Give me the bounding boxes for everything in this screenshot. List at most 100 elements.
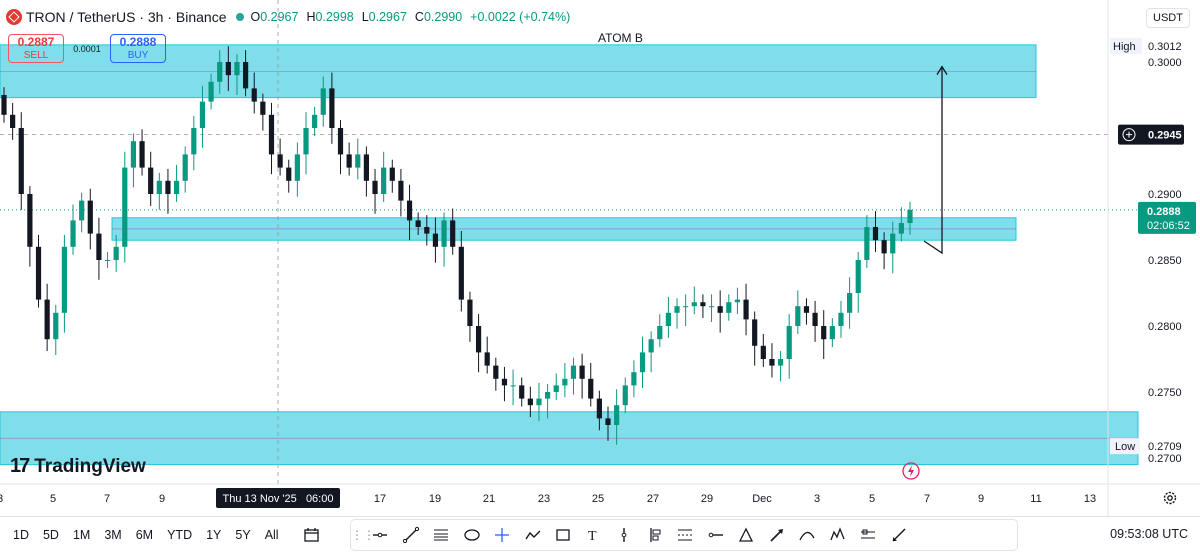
candle[interactable] bbox=[441, 212, 447, 267]
candle[interactable] bbox=[122, 151, 128, 263]
candle[interactable] bbox=[312, 106, 318, 136]
price-axis[interactable]: 0.3000 0.2900 0.2850 0.2800 0.2750 0.2700 High… bbox=[1107, 0, 1196, 516]
candle[interactable] bbox=[234, 54, 240, 95]
candle[interactable] bbox=[165, 168, 171, 214]
triangle-tool[interactable] bbox=[731, 521, 762, 549]
candle[interactable] bbox=[199, 85, 206, 148]
candle[interactable] bbox=[79, 192, 85, 233]
candle[interactable] bbox=[657, 314, 663, 348]
long-position-tool[interactable] bbox=[640, 521, 671, 549]
horizontal-line-tool[interactable] bbox=[365, 521, 396, 549]
candle[interactable] bbox=[467, 291, 473, 342]
crosshair-price-box[interactable] bbox=[1118, 124, 1184, 145]
candle[interactable] bbox=[527, 386, 533, 418]
candle[interactable] bbox=[381, 151, 387, 202]
candle[interactable] bbox=[329, 72, 335, 144]
candle[interactable] bbox=[1, 87, 7, 123]
range-1m[interactable]: 1M bbox=[72, 528, 91, 542]
range-ytd[interactable]: YTD bbox=[167, 528, 193, 542]
candle[interactable] bbox=[821, 310, 827, 359]
candle[interactable] bbox=[355, 138, 361, 180]
candle[interactable] bbox=[536, 382, 542, 422]
candle[interactable] bbox=[286, 159, 292, 193]
curve-tool[interactable] bbox=[792, 521, 823, 549]
sell-button[interactable]: 0.2887 SELL bbox=[8, 34, 64, 63]
candle[interactable] bbox=[881, 232, 887, 270]
add-alert-plus-icon[interactable] bbox=[1122, 128, 1136, 142]
trend-line-tool[interactable] bbox=[396, 521, 427, 549]
candle[interactable] bbox=[432, 217, 439, 263]
range-1y[interactable]: 1Y bbox=[206, 528, 222, 542]
candle[interactable] bbox=[510, 369, 516, 406]
candle[interactable] bbox=[346, 142, 352, 176]
candle[interactable] bbox=[545, 384, 551, 419]
candle[interactable] bbox=[320, 76, 326, 127]
text-tool[interactable]: T bbox=[579, 521, 610, 549]
candle[interactable] bbox=[700, 294, 706, 319]
candle[interactable] bbox=[726, 294, 732, 321]
candle[interactable] bbox=[208, 73, 214, 110]
candle[interactable] bbox=[898, 207, 904, 242]
candle[interactable] bbox=[579, 353, 585, 399]
candle[interactable] bbox=[786, 314, 792, 379]
brush-tool[interactable] bbox=[884, 521, 915, 549]
candle[interactable] bbox=[217, 50, 223, 94]
candle[interactable] bbox=[251, 72, 257, 114]
candle[interactable] bbox=[872, 211, 879, 253]
candle[interactable] bbox=[829, 318, 835, 348]
candle[interactable] bbox=[769, 343, 775, 378]
candle[interactable] bbox=[53, 304, 59, 356]
candle[interactable] bbox=[243, 50, 249, 97]
candle[interactable] bbox=[363, 146, 369, 197]
candle[interactable] bbox=[191, 116, 197, 171]
candle[interactable] bbox=[562, 362, 568, 398]
utc-clock[interactable]: 09:53:08 UTC bbox=[1110, 527, 1188, 541]
candle[interactable] bbox=[18, 112, 24, 210]
candle[interactable] bbox=[588, 362, 594, 407]
candle[interactable] bbox=[890, 221, 896, 274]
candle[interactable] bbox=[639, 336, 646, 389]
crosshair-tool[interactable] bbox=[487, 521, 518, 549]
candle[interactable] bbox=[104, 252, 111, 268]
candle[interactable] bbox=[622, 377, 628, 414]
candle[interactable] bbox=[717, 290, 723, 333]
candle[interactable] bbox=[708, 294, 715, 323]
calendar-icon[interactable] bbox=[302, 525, 322, 545]
candle[interactable] bbox=[294, 142, 300, 197]
range-6m[interactable]: 6M bbox=[135, 528, 154, 542]
candle[interactable] bbox=[855, 252, 861, 313]
arrow-marker-tool[interactable] bbox=[762, 521, 793, 549]
range-1d[interactable]: 1D bbox=[13, 528, 29, 542]
drag-handle-icon[interactable]: ⋮⋮ bbox=[351, 528, 375, 542]
candle[interactable] bbox=[519, 377, 525, 407]
symbol-title[interactable]: TRON / TetherUS · 3h · Binance bbox=[0, 9, 226, 25]
vertical-line-tool[interactable] bbox=[609, 521, 640, 549]
candle[interactable] bbox=[415, 212, 421, 235]
buy-button[interactable]: 0.2888 BUY bbox=[110, 34, 166, 63]
candle[interactable] bbox=[734, 287, 741, 315]
candle[interactable] bbox=[130, 133, 137, 188]
candle[interactable] bbox=[337, 120, 344, 175]
candle[interactable] bbox=[484, 336, 490, 374]
forecast-tool[interactable] bbox=[853, 521, 884, 549]
fib-tool[interactable] bbox=[426, 521, 457, 549]
candle[interactable] bbox=[795, 290, 801, 334]
candle[interactable] bbox=[389, 159, 395, 193]
candle[interactable] bbox=[614, 389, 620, 445]
candle[interactable] bbox=[760, 333, 766, 367]
candle[interactable] bbox=[139, 129, 145, 176]
ellipse-tool[interactable] bbox=[457, 521, 488, 549]
candle[interactable] bbox=[475, 314, 482, 373]
candle[interactable] bbox=[812, 300, 818, 342]
candle[interactable] bbox=[173, 164, 180, 202]
candle[interactable] bbox=[398, 168, 404, 217]
candle[interactable] bbox=[277, 138, 283, 176]
range-5y[interactable]: 5Y bbox=[235, 528, 251, 542]
candle[interactable] bbox=[596, 390, 602, 431]
candle[interactable] bbox=[501, 366, 508, 402]
settings-gear-icon[interactable] bbox=[1162, 490, 1178, 506]
last-price-box[interactable] bbox=[1138, 201, 1196, 234]
target-arrow[interactable] bbox=[923, 66, 943, 255]
candle[interactable] bbox=[87, 188, 93, 250]
